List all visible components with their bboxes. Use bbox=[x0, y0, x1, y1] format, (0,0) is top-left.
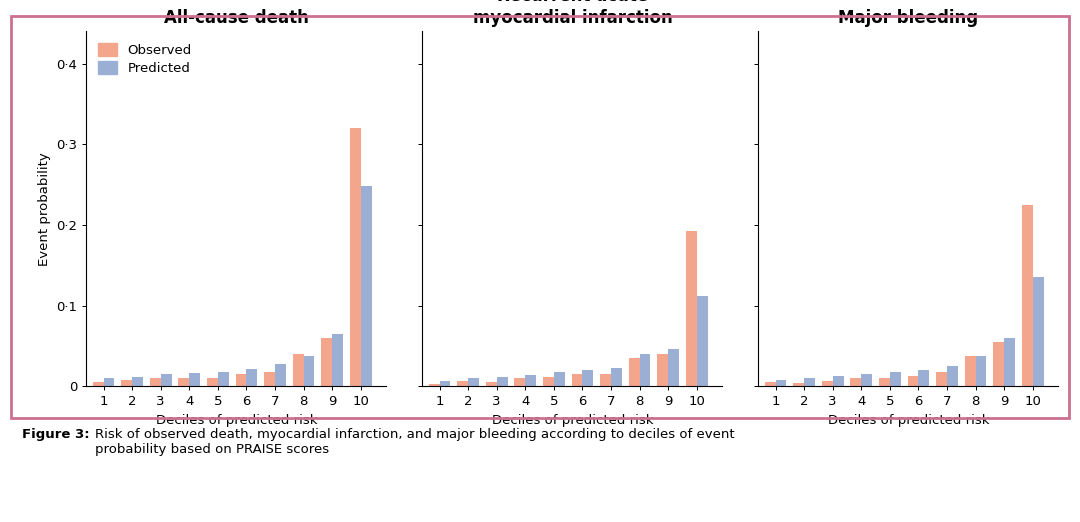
Bar bbox=[275, 364, 286, 386]
Bar bbox=[964, 355, 975, 386]
Bar bbox=[457, 381, 468, 386]
Bar bbox=[1022, 205, 1032, 386]
Bar bbox=[936, 372, 947, 386]
Bar bbox=[321, 338, 333, 386]
Bar bbox=[497, 376, 508, 386]
Bar bbox=[793, 383, 805, 386]
Bar bbox=[1032, 277, 1043, 386]
Bar bbox=[775, 380, 786, 386]
Bar bbox=[350, 128, 361, 386]
Bar bbox=[361, 186, 372, 386]
Bar bbox=[994, 342, 1004, 386]
Bar bbox=[686, 231, 697, 386]
Bar bbox=[303, 355, 314, 386]
Title: Major bleeding: Major bleeding bbox=[838, 9, 978, 27]
Bar bbox=[629, 358, 639, 386]
Bar bbox=[918, 370, 929, 386]
Bar bbox=[879, 378, 890, 386]
Bar bbox=[822, 381, 833, 386]
Title: All-cause death: All-cause death bbox=[164, 9, 309, 27]
Bar bbox=[639, 354, 650, 386]
Bar bbox=[132, 376, 143, 386]
Bar bbox=[189, 373, 200, 386]
Bar bbox=[207, 378, 218, 386]
Bar bbox=[514, 378, 525, 386]
Bar bbox=[850, 378, 861, 386]
Bar bbox=[293, 354, 303, 386]
Y-axis label: Event probability: Event probability bbox=[38, 152, 51, 266]
Bar bbox=[121, 380, 132, 386]
Bar bbox=[669, 349, 679, 386]
Bar bbox=[600, 374, 611, 386]
Bar bbox=[582, 370, 593, 386]
Bar bbox=[975, 355, 986, 386]
Bar bbox=[658, 354, 669, 386]
Bar bbox=[161, 374, 172, 386]
Bar bbox=[468, 378, 478, 386]
Bar bbox=[150, 378, 161, 386]
Title: Recurrent acute
myocardial infarction: Recurrent acute myocardial infarction bbox=[473, 0, 672, 27]
Bar bbox=[525, 375, 536, 386]
Bar bbox=[440, 381, 450, 386]
X-axis label: Deciles of predicted risk: Deciles of predicted risk bbox=[491, 414, 653, 427]
Text: Figure 3:: Figure 3: bbox=[22, 428, 94, 441]
Bar bbox=[104, 378, 114, 386]
Bar bbox=[235, 374, 246, 386]
Bar bbox=[265, 372, 275, 386]
X-axis label: Deciles of predicted risk: Deciles of predicted risk bbox=[156, 414, 318, 427]
Bar bbox=[571, 374, 582, 386]
Bar bbox=[554, 372, 565, 386]
Bar bbox=[429, 384, 440, 386]
Bar bbox=[486, 382, 497, 386]
Bar bbox=[178, 378, 189, 386]
Text: Risk of observed death, myocardial infarction, and major bleeding according to d: Risk of observed death, myocardial infar… bbox=[95, 428, 734, 456]
Bar bbox=[246, 369, 257, 386]
Bar bbox=[697, 296, 707, 386]
Bar bbox=[611, 367, 622, 386]
Bar bbox=[907, 376, 918, 386]
Bar bbox=[947, 366, 958, 386]
Bar bbox=[833, 376, 843, 386]
Bar bbox=[890, 372, 901, 386]
Bar bbox=[93, 382, 104, 386]
Bar bbox=[861, 374, 873, 386]
Bar bbox=[543, 376, 554, 386]
Bar bbox=[1004, 338, 1015, 386]
Bar bbox=[333, 334, 343, 386]
Bar bbox=[765, 382, 775, 386]
Bar bbox=[218, 372, 229, 386]
Legend: Observed, Predicted: Observed, Predicted bbox=[93, 38, 197, 80]
Bar bbox=[805, 378, 815, 386]
X-axis label: Deciles of predicted risk: Deciles of predicted risk bbox=[827, 414, 989, 427]
